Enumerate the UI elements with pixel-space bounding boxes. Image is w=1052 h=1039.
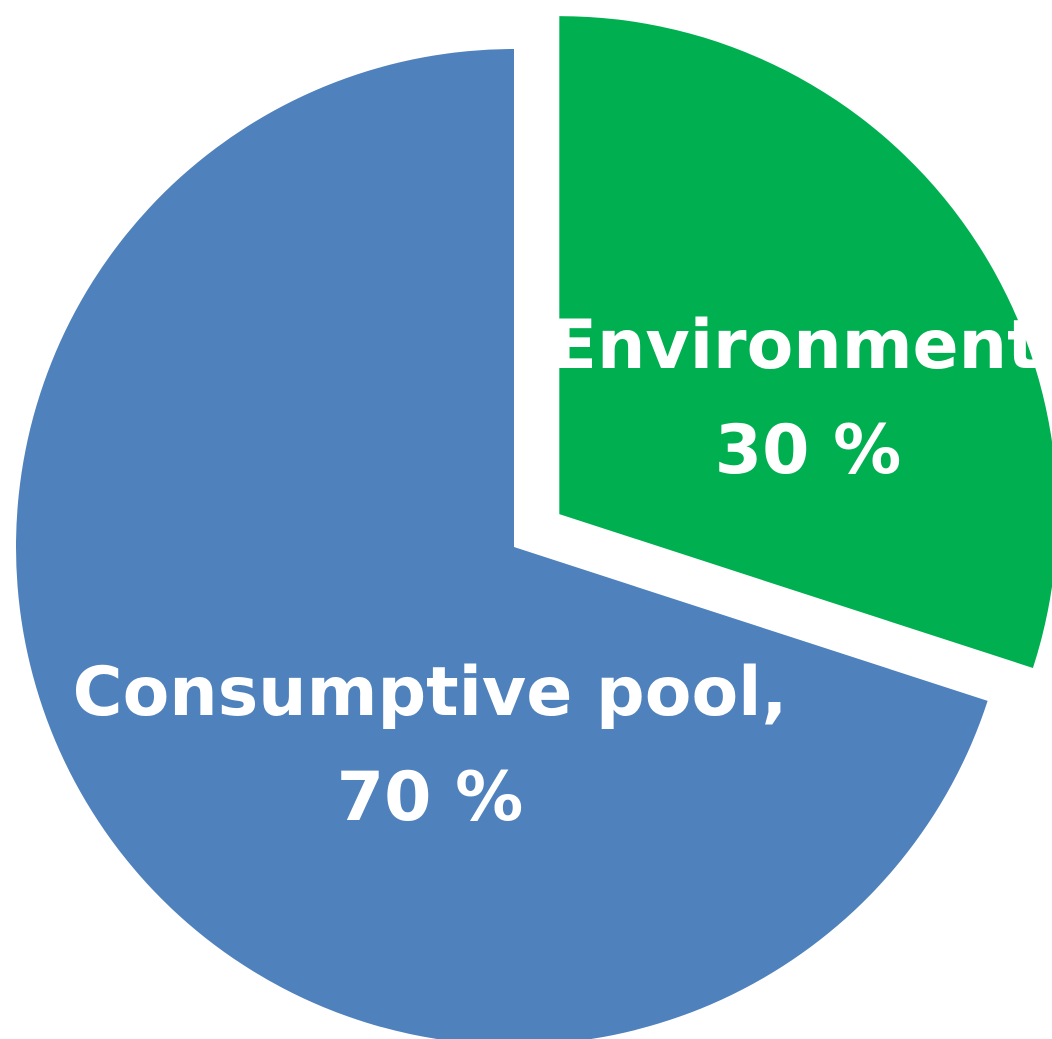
pie-labels: Consumptive pool, 70 % Environment, 30 % [73,306,1052,837]
slice-value-consumptive-pool: 70 % [337,758,523,837]
pie-slices [16,16,1052,1039]
pie-slice-consumptive-pool [16,49,988,1039]
slice-label-consumptive-pool: Consumptive pool, [73,653,788,732]
slice-label-environment: Environment, [551,306,1052,385]
slice-value-environment: 30 % [715,411,901,490]
pie-slice-environment [559,16,1052,668]
